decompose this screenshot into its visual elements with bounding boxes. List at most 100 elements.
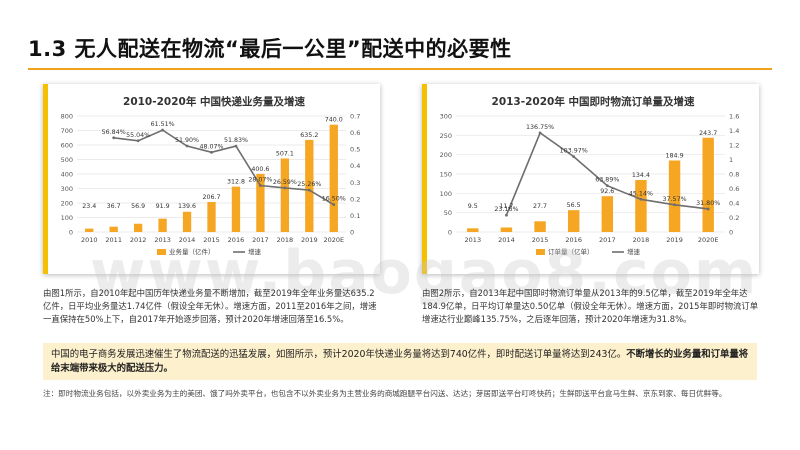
y-right-tick-label: 0.1 <box>350 212 360 220</box>
bar-value-label: 9.5 <box>468 203 478 210</box>
growth-value-label: 55.04% <box>126 132 150 139</box>
growth-value-label: 23.16% <box>494 206 518 213</box>
panel-accent-bar <box>43 84 48 274</box>
bar <box>305 139 314 232</box>
footnote: 注：即时物流业务包括，以外卖业务为主的美团、饿了吗外卖平台，也包含不以外卖业务为… <box>43 389 727 398</box>
y-left-tick-label: 300 <box>61 185 73 193</box>
growth-point <box>161 128 164 132</box>
bar <box>158 218 167 232</box>
x-tick-label: 2011 <box>105 236 122 244</box>
bar <box>85 228 94 232</box>
growth-value-label: 31.80% <box>696 200 720 207</box>
chart-title: 2013-2020年 中国即时物流订单量及增速 <box>492 95 695 108</box>
growth-point <box>332 203 336 207</box>
growth-point <box>185 144 189 148</box>
growth-value-label: 48.07% <box>199 143 223 150</box>
legend-bar-swatch <box>157 249 166 255</box>
bar-value-label: 56.5 <box>567 202 581 209</box>
growth-point <box>259 184 262 187</box>
y-left-tick-label: 400 <box>61 171 73 179</box>
y-right-tick-label: 0.8 <box>729 171 739 179</box>
growth-value-label: 51.90% <box>175 137 199 144</box>
chart-panel-instant: 2013-2020年 中国即时物流订单量及增速 0 50 100 150 200 250 30… <box>422 84 759 274</box>
x-tick-label: 2018 <box>277 236 294 244</box>
y-right-tick-label: 0.5 <box>350 146 360 154</box>
bar <box>534 221 546 232</box>
legend-bar-label: 订单量（亿单） <box>548 247 594 256</box>
y-right-tick-label: 0.2 <box>350 195 360 203</box>
bar <box>500 227 513 232</box>
bar-value-label: 206.7 <box>202 194 220 201</box>
x-tick-label: 2016 <box>228 236 245 244</box>
bar-value-label: 400.6 <box>251 166 269 173</box>
bar-value-label: 36.7 <box>107 203 121 210</box>
bar <box>329 124 338 232</box>
x-tick-label: 2020E <box>698 236 719 244</box>
growth-point <box>673 203 676 207</box>
bar <box>231 186 241 232</box>
y-left-tick-label: 100 <box>440 190 452 198</box>
highlight-bold-text: 不断增长的业务量和订单量将给末端带来极大的配送压力。 <box>51 349 749 374</box>
x-tick-label: 2020E <box>323 236 344 244</box>
bar <box>109 226 118 232</box>
y-right-tick-label: 0.4 <box>350 162 360 170</box>
watermark: www.baogao8.com <box>90 238 759 308</box>
y-left-tick-label: 50 <box>444 209 452 217</box>
x-tick-label: 2012 <box>130 236 147 244</box>
bar-value-label: 507.1 <box>276 150 294 157</box>
y-right-tick-label: 0.6 <box>729 185 739 193</box>
left-description: 由图1所示，自2010年起中国历年快递业务量不断增加，截至2019年全年业务量达… <box>43 288 377 324</box>
chart-panel-express: 2010-2020年 中国快递业务量及增速 0 100 200 300 400 500 600… <box>43 84 380 274</box>
growth-value-label: 56.84% <box>102 129 126 136</box>
y-left-tick-label: 0 <box>448 229 452 237</box>
legend-bar-label: 业务量（亿件） <box>169 247 215 256</box>
y-left-tick-label: 200 <box>440 151 452 159</box>
x-tick-label: 2013 <box>465 236 482 244</box>
bar-value-label: 56.9 <box>131 203 145 210</box>
growth-line <box>113 129 335 206</box>
growth-value-label: 28.07% <box>248 176 272 183</box>
growth-value-label: 26.59% <box>273 179 297 186</box>
bar <box>280 158 290 232</box>
growth-point <box>538 131 542 135</box>
legend-bar-swatch <box>536 249 545 255</box>
y-right-tick-label: 0.3 <box>350 179 360 187</box>
growth-value-label: 37.57% <box>663 196 687 203</box>
chart-express-volume: 2010-2020年 中国快递业务量及增速 0 100 200 300 400 500 600… <box>61 95 361 256</box>
y-left-tick-label: 250 <box>440 132 452 140</box>
bar-value-label: 134.4 <box>632 172 650 179</box>
chart-title: 2010-2020年 中国快递业务量及增速 <box>123 95 305 108</box>
y-left-tick-label: 0 <box>69 229 73 237</box>
y-left-tick-label: 600 <box>61 142 73 150</box>
bar-value-label: 11.7 <box>499 203 513 210</box>
y-left-tick-label: 100 <box>61 214 73 222</box>
bar <box>467 228 479 232</box>
bar <box>207 202 216 232</box>
y-left-tick-label: 200 <box>61 200 73 208</box>
bar <box>702 137 714 232</box>
panel-accent-bar <box>422 84 427 274</box>
x-tick-label: 2014 <box>498 236 515 244</box>
page-title: 1.3 无人配送在物流“最后一公里”配送中的必要性 <box>28 37 512 61</box>
x-tick-label: 2019 <box>301 236 318 244</box>
growth-point <box>307 188 311 192</box>
y-right-tick-label: 0.7 <box>350 113 360 121</box>
growth-value-label: 63.89% <box>595 177 619 184</box>
growth-point <box>136 139 140 143</box>
x-tick-label: 2018 <box>633 236 650 244</box>
bar <box>133 223 143 232</box>
bar-value-label: 91.9 <box>156 203 170 210</box>
bar <box>601 196 614 232</box>
y-right-tick-label: 0 <box>729 229 733 237</box>
chart-instant-orders: 2013-2020年 中国即时物流订单量及增速 0 50 100 150 200 250 30… <box>440 95 740 256</box>
bar <box>635 180 647 232</box>
highlight-box: 中国的电子商务发展迅速催生了物流配送的迅猛发展，如图所示，预计2020年快递业务… <box>43 343 757 380</box>
growth-value-label: 25.26% <box>297 181 321 188</box>
growth-value-label: 103.97% <box>560 148 588 155</box>
growth-point <box>639 197 643 201</box>
bar-value-label: 740.0 <box>325 117 343 124</box>
growth-point <box>283 186 287 190</box>
x-tick-label: 2013 <box>154 236 171 244</box>
bar-value-label: 92.6 <box>600 188 614 195</box>
y-left-tick-label: 700 <box>61 127 73 135</box>
